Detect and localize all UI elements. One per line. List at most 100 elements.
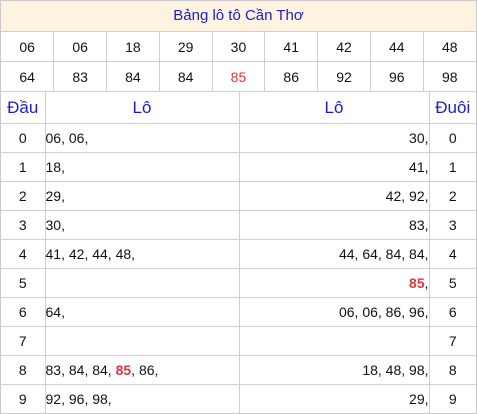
lo-number: 18 xyxy=(362,362,378,378)
dau-digit: 4 xyxy=(1,239,46,269)
number-cell: 84 xyxy=(159,61,213,92)
lo-left-cell: 29, xyxy=(45,181,240,211)
duoi-digit: 0 xyxy=(429,123,476,153)
lo-number: 30 xyxy=(45,217,62,233)
number-cell: 83 xyxy=(53,61,108,92)
grid-row: 8 83, 84, 84, 85, 86, 18, 48, 98, 8 xyxy=(1,355,476,385)
dau-digit: 0 xyxy=(1,123,46,153)
lo-number: 98 xyxy=(409,362,425,378)
number-cell: 64 xyxy=(1,61,55,92)
lo-number: 85 xyxy=(115,362,132,378)
lo-number: 64 xyxy=(362,246,378,262)
lo-number: 44 xyxy=(92,246,108,262)
number-cell: 86 xyxy=(264,61,319,92)
board-title: Bảng lô tô Cần Thơ xyxy=(1,1,476,32)
lo-right-cell: 42, 92, xyxy=(239,181,430,211)
numbers-row: 64 83 84 84 85 86 92 96 98 xyxy=(1,61,476,92)
grid-header-row: Đầu Lô Lô Đuôi xyxy=(1,92,476,124)
lo-number: 41 xyxy=(409,159,425,175)
duoi-digit: 6 xyxy=(429,297,476,327)
number-cell: 84 xyxy=(106,61,160,92)
number-cell: 06 xyxy=(1,32,55,62)
number-cell: 96 xyxy=(370,61,424,92)
lo-left-cell: 30, xyxy=(45,210,240,240)
lo-number: 84 xyxy=(385,246,402,262)
dau-digit: 5 xyxy=(1,268,46,298)
header-lo-right: Lô xyxy=(239,92,430,124)
lo-number: 92 xyxy=(45,391,62,407)
duoi-digit: 8 xyxy=(429,355,476,385)
duoi-digit: 7 xyxy=(429,326,476,356)
lo-right-cell: 06, 06, 86, 96, xyxy=(239,297,430,327)
number-cell: 06 xyxy=(53,32,108,62)
lo-number: 41 xyxy=(45,246,62,262)
lo-number: 42 xyxy=(385,188,402,204)
lo-number: 06 xyxy=(45,130,62,146)
number-cell: 30 xyxy=(212,32,266,62)
grid-row: 3 30, 83, 3 xyxy=(1,210,476,240)
lo-left-cell xyxy=(45,268,240,298)
lo-right-cell: 44, 64, 84, 84, xyxy=(239,239,430,269)
duoi-digit: 5 xyxy=(429,268,476,298)
lo-left-cell: 41, 42, 44, 48, xyxy=(45,239,240,269)
lo-number: 06 xyxy=(362,304,378,320)
duoi-digit: 4 xyxy=(429,239,476,269)
grid-row: 2 29, 42, 92, 2 xyxy=(1,181,476,211)
duoi-digit: 3 xyxy=(429,210,476,240)
lo-left-cell: 18, xyxy=(45,152,240,182)
lo-number: 29 xyxy=(409,391,425,407)
grid-row: 9 92, 96, 98, 29, 9 xyxy=(1,384,476,413)
lo-number: 48 xyxy=(385,362,402,378)
lo-number: 96 xyxy=(68,391,85,407)
number-cell: 18 xyxy=(106,32,160,62)
number-cell: 92 xyxy=(317,61,371,92)
lo-number: 92 xyxy=(409,188,425,204)
lo-number: 18 xyxy=(45,159,62,175)
dau-digit: 7 xyxy=(1,326,46,356)
header-duoi: Đuôi xyxy=(429,92,476,124)
lo-left-cell: 83, 84, 84, 85, 86, xyxy=(45,355,240,385)
lo-number: 84 xyxy=(68,362,85,378)
lo-number: 30 xyxy=(409,130,425,146)
lo-number: 64 xyxy=(45,304,62,320)
lo-left-cell xyxy=(45,326,240,356)
grid-row: 6 64, 06, 06, 86, 96, 6 xyxy=(1,297,476,327)
lo-right-cell: 18, 48, 98, xyxy=(239,355,430,385)
duoi-digit: 9 xyxy=(448,391,457,407)
lo-number: 44 xyxy=(338,246,355,262)
lo-right-cell: 83, xyxy=(239,210,430,240)
lo-left-cell: 06, 06, xyxy=(45,123,240,153)
number-cell: 42 xyxy=(317,32,371,62)
results-numbers-table: 06 06 18 29 30 41 42 44 48 64 83 84 84 85 86 92 96 98 xyxy=(1,32,476,92)
grid-row: 5 85, 5 xyxy=(1,268,476,298)
duoi-digit: 1 xyxy=(429,152,476,182)
number-cell: 85 xyxy=(212,61,266,92)
lo-left-cell: 64, xyxy=(45,297,240,327)
lo-left-cell: 92, 96, 98, xyxy=(45,384,240,413)
number-cell: 48 xyxy=(423,32,476,62)
lo-right-cell: 41, xyxy=(239,152,430,182)
header-dau: Đầu xyxy=(1,92,46,124)
lo-number: 42 xyxy=(68,246,85,262)
number-cell: 41 xyxy=(264,32,319,62)
dau-digit: 6 xyxy=(1,297,46,327)
duoi-digit: 2 xyxy=(429,181,476,211)
lo-right-cell: 30, xyxy=(239,123,430,153)
lo-number: 48 xyxy=(115,246,132,262)
lo-right-cell xyxy=(239,326,430,356)
lo-number: 06 xyxy=(338,304,355,320)
dau-digit: 8 xyxy=(1,355,46,385)
lo-number: 86 xyxy=(385,304,402,320)
lo-number: 86 xyxy=(138,362,155,378)
number-cell: 98 xyxy=(423,61,476,92)
number-cell: 44 xyxy=(370,32,424,62)
grid-row: 1 18, 41, 1 xyxy=(1,152,476,182)
dau-digit: 2 xyxy=(1,181,46,211)
lo-number: 96 xyxy=(409,304,425,320)
lo-number: 29 xyxy=(45,188,62,204)
lo-number: 85 xyxy=(409,275,425,291)
lo-number: 84 xyxy=(92,362,108,378)
